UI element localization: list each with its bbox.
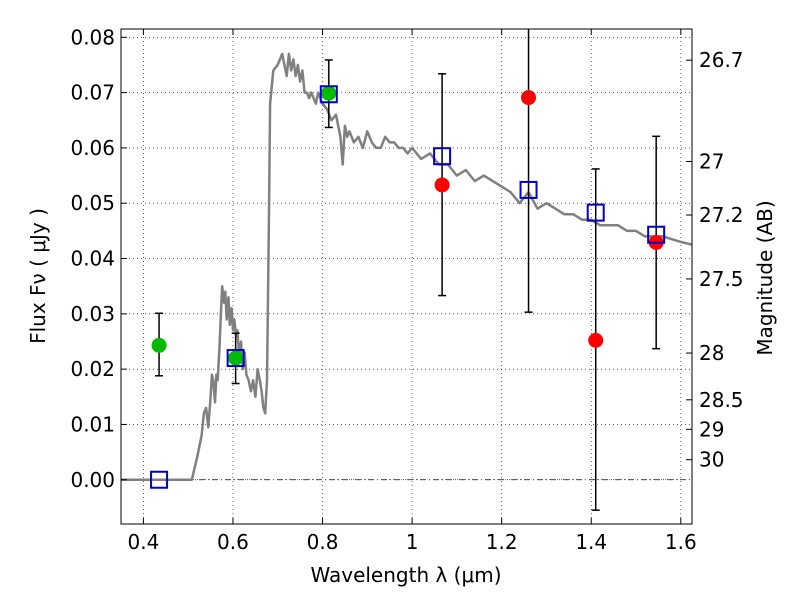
y-tick-label-8: 0.08 (70, 25, 115, 49)
mag-tick-label-7: 30 (699, 448, 724, 472)
model-photometry-box-0 (150, 470, 169, 489)
x-tick-label-5: 1.4 (575, 530, 607, 554)
model-spectrum-line (121, 52, 692, 482)
y-tick-label-2: 0.02 (70, 357, 115, 381)
detection-point-0 (151, 337, 167, 353)
mag-tick-label-2: 27.2 (699, 203, 744, 227)
mag-tick-label-3: 27.5 (699, 267, 744, 291)
x-tick-label-3: 1 (406, 530, 419, 554)
y-tick-label-3: 0.03 (70, 302, 115, 326)
nondetection-point-1 (521, 90, 537, 106)
plot-frame (120, 28, 693, 525)
x-tick-label-4: 1.2 (486, 530, 518, 554)
x-tick-label-2: 0.8 (307, 530, 339, 554)
model-photometry-box-6 (647, 225, 666, 244)
detection-point-1 (228, 350, 244, 366)
nondetection-point-2 (588, 332, 604, 348)
model-photometry-boxes (150, 85, 666, 489)
model-photometry-box-2 (319, 85, 338, 104)
x-axis-title: Wavelength λ (μm) (310, 563, 501, 587)
y-tick-label-0: 0.00 (70, 468, 115, 492)
y-tick-label-1: 0.01 (70, 412, 115, 436)
mag-tick-label-4: 28 (699, 341, 724, 365)
model-photometry-box-5 (586, 203, 605, 222)
mag-tick-label-0: 26.7 (699, 48, 744, 72)
mag-tick-label-1: 27 (699, 149, 724, 173)
x-tick-label-6: 1.6 (665, 530, 697, 554)
y-tick-label-7: 0.07 (70, 81, 115, 105)
model-photometry-box-4 (519, 180, 538, 199)
x-axis-ticks: 0.4 0.6 0.8 1 1.2 1.4 1.6 (127, 29, 697, 554)
data-points (151, 85, 664, 366)
mag-tick-label-5: 28.5 (699, 388, 744, 412)
plot-area (121, 29, 692, 524)
detection-point-2 (321, 85, 337, 101)
y-tick-label-5: 0.05 (70, 191, 115, 215)
y-axis-ticks: 0.00 0.01 0.02 0.03 0.04 0.05 0.06 0.07 0.08 (70, 25, 127, 492)
nondetection-point-0 (434, 177, 450, 193)
model-photometry-box-3 (433, 147, 452, 166)
mag-tick-label-6: 29 (699, 417, 724, 441)
y-tick-label-6: 0.06 (70, 136, 115, 160)
x-tick-label-1: 0.6 (217, 530, 249, 554)
y-tick-label-4: 0.04 (70, 247, 115, 271)
right-axis-title: Magnitude (AB) (753, 200, 777, 355)
magnitude-axis-ticks: 26.7 27 27.2 27.5 28 28.5 29 30 (686, 48, 744, 472)
x-tick-label-0: 0.4 (127, 530, 159, 554)
model-spectrum (121, 52, 692, 482)
y-axis-title: Flux Fν ( μJy ) (26, 208, 50, 344)
model-photometry-box-1 (226, 349, 245, 368)
grid-lines (121, 29, 692, 524)
